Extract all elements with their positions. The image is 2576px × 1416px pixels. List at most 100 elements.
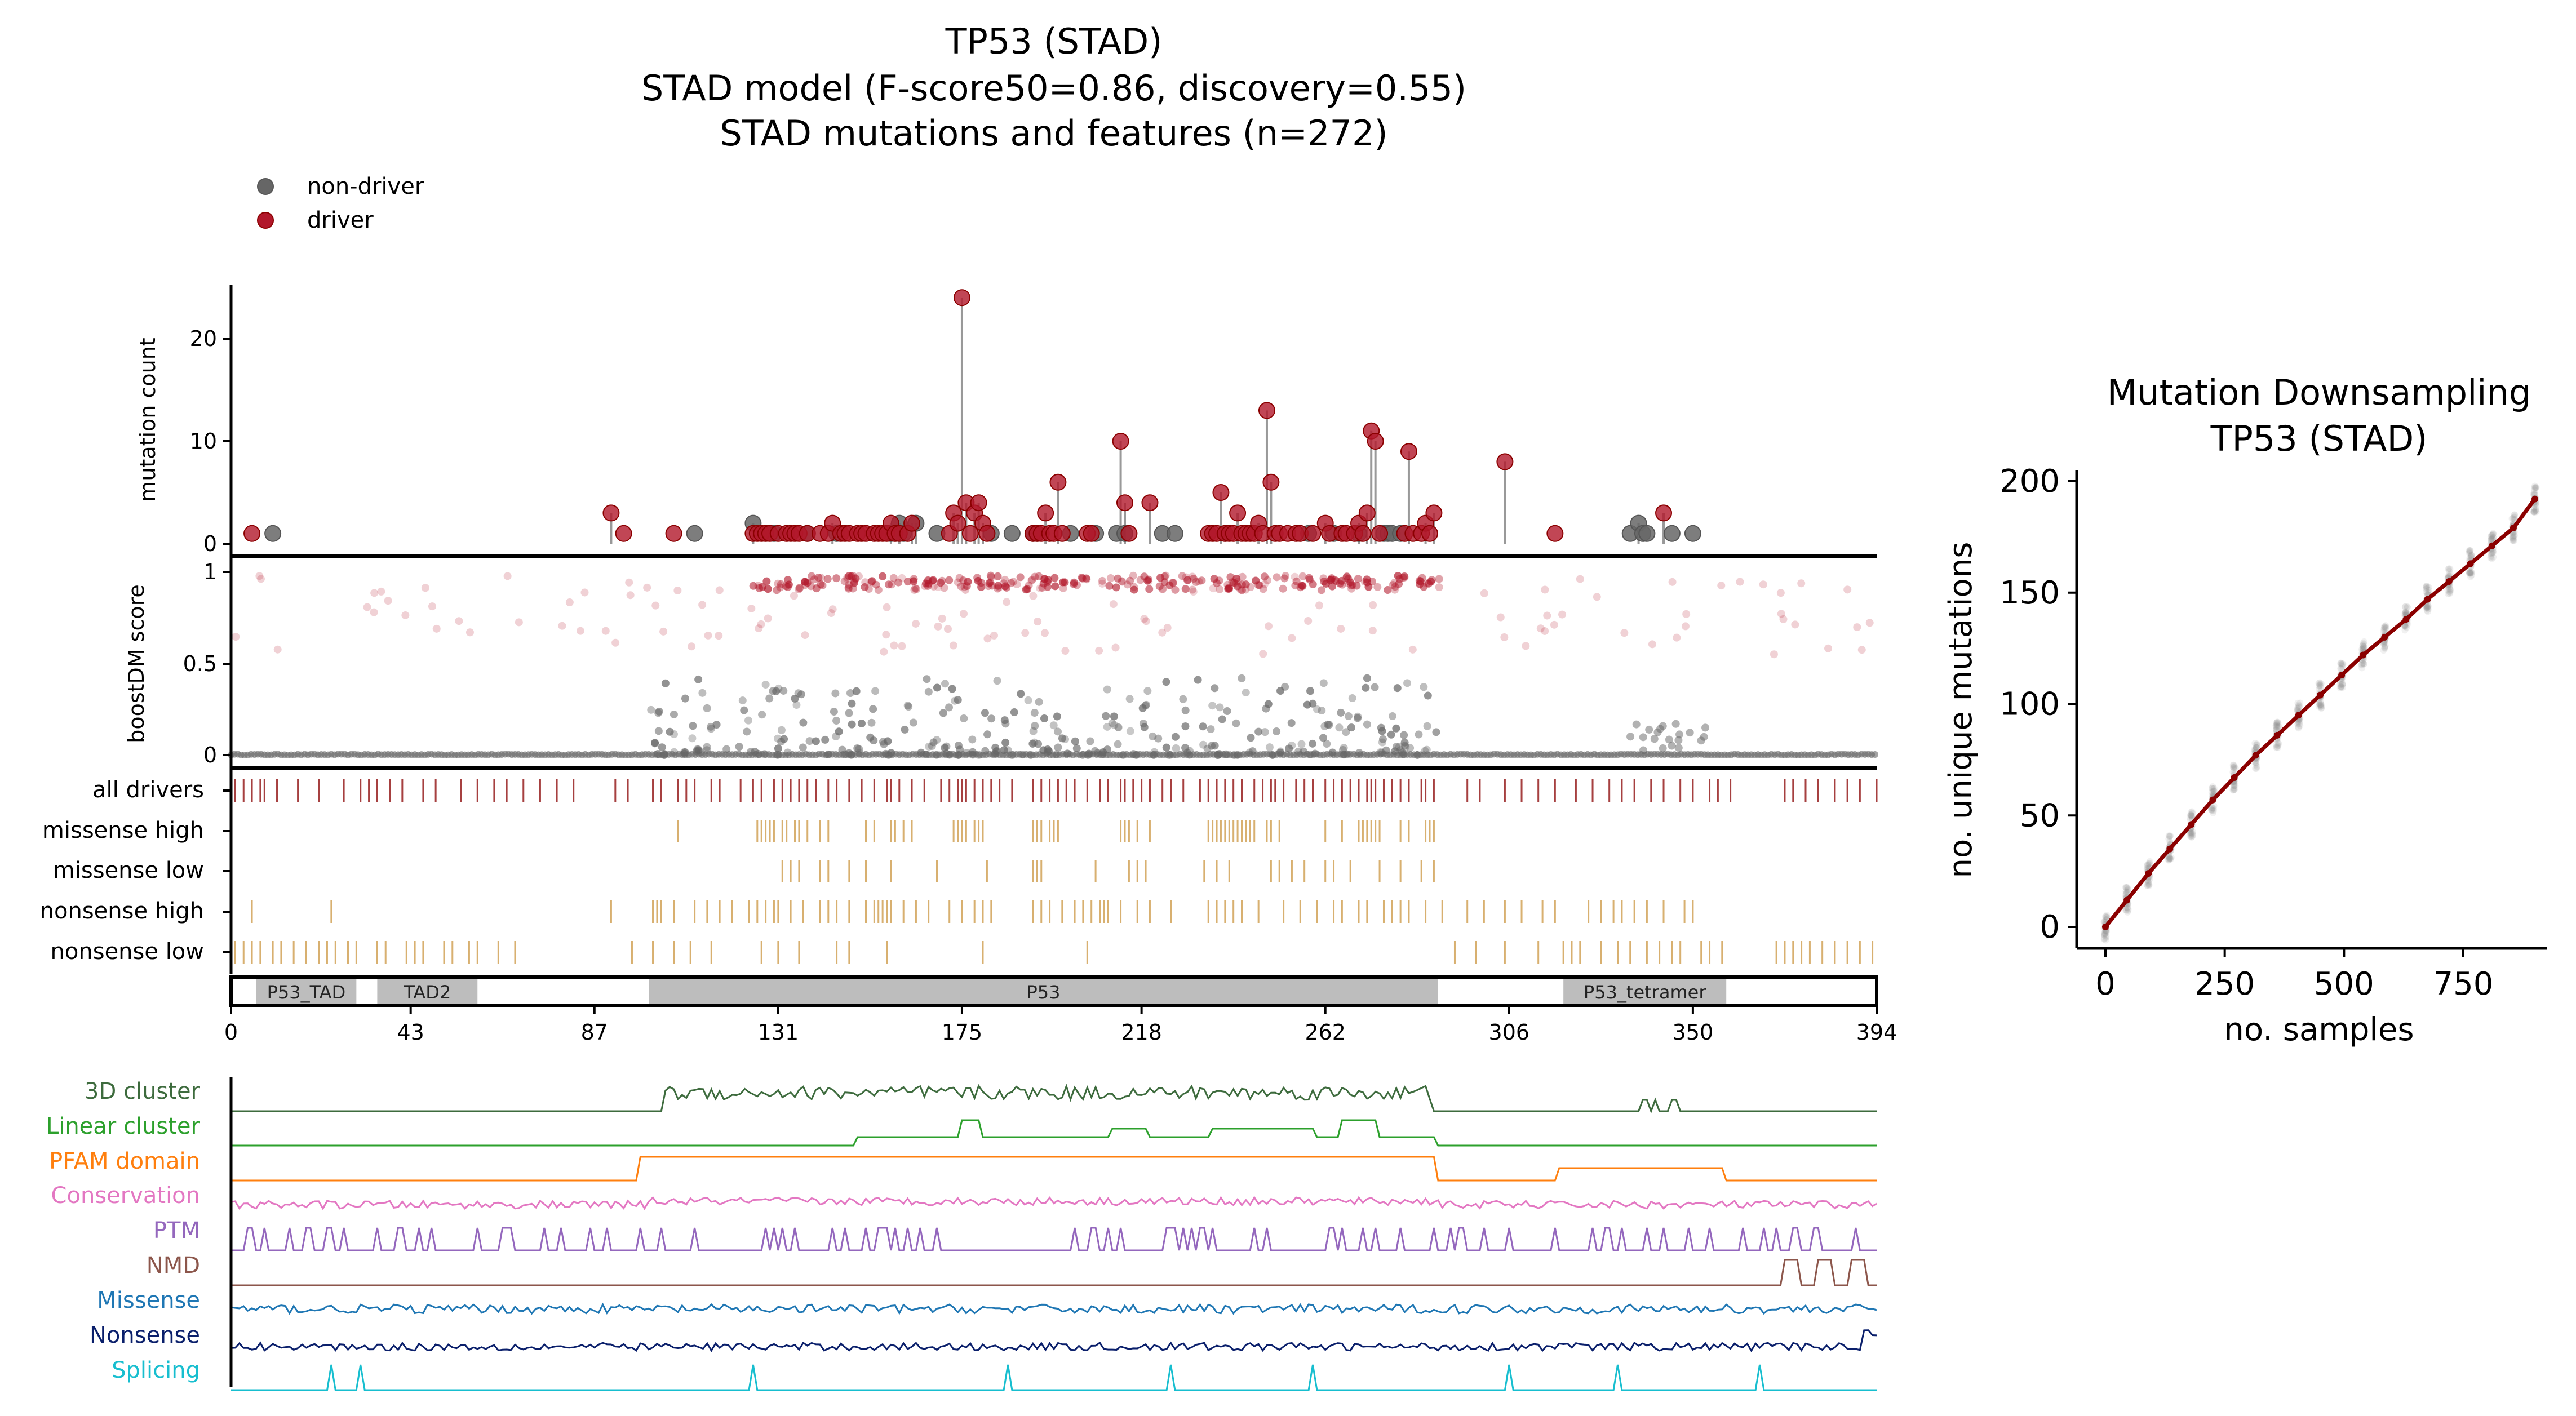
boostdm-point-high <box>377 587 385 596</box>
boostdm-point-high <box>1027 576 1036 585</box>
needle-yticks: 0 10 20 <box>190 326 231 556</box>
downsampling-sample-point <box>2315 699 2322 707</box>
downsampling-sample-point <box>2467 570 2474 577</box>
downsampling-sample-point <box>2532 507 2539 514</box>
boostdm-point-low <box>681 748 689 756</box>
downsampling-sample-point <box>2509 536 2516 544</box>
boostdm-point-high <box>796 584 804 592</box>
boostdm-point-low <box>1103 722 1111 731</box>
boostdm-point-high <box>651 601 660 610</box>
boostdm-point-high <box>983 634 992 643</box>
boostdm-point-high <box>762 577 771 585</box>
boostdm-point-high <box>1346 578 1355 587</box>
boostdm-point-high <box>503 572 512 580</box>
boostdm-point-high <box>1717 582 1726 590</box>
downsampling-sample-point <box>2146 858 2153 865</box>
downsampling-sample-point <box>2165 832 2172 840</box>
boostdm-point-low <box>1323 740 1331 748</box>
boostdm-point-low <box>1114 740 1122 748</box>
boostdm-point-low <box>1328 748 1337 757</box>
downsampling-mean-points <box>2102 495 2538 930</box>
downsampling-sample-point <box>2125 907 2132 914</box>
downsampling-sample-point <box>2489 549 2496 556</box>
downsampling-sample-point <box>2317 703 2325 710</box>
downsampling-sample-point <box>2446 570 2454 578</box>
downsampling-sample-point <box>2209 784 2216 792</box>
feature-tracks: 3D cluster Linear cluster PFAM domain Co… <box>46 1077 1877 1391</box>
boostdm-point-low <box>1027 751 1035 759</box>
boostdm-point-low <box>1686 729 1694 737</box>
downsampling-ytick-label: 150 <box>1999 575 2060 611</box>
boostdm-point-high <box>1025 582 1033 590</box>
downsampling-sample-point <box>2123 889 2130 896</box>
boostdm-point-low <box>905 703 913 711</box>
downsampling-sample-point <box>2187 811 2194 819</box>
boostdm-point-high <box>922 579 930 588</box>
feature-labels: 3D cluster Linear cluster PFAM domain Co… <box>46 1078 201 1383</box>
boostdm-point-high <box>1317 586 1325 594</box>
boostdm-point-low <box>1053 712 1061 721</box>
downsampling-sample-point <box>2253 760 2260 767</box>
boostdm-point-high <box>847 572 855 580</box>
downsampling-sample-point <box>2273 718 2281 726</box>
boostdm-point-high <box>961 585 970 594</box>
boostdm-point-high <box>879 572 887 580</box>
downsampling-sample-point <box>2145 882 2153 890</box>
downsampling-sample-point <box>2189 828 2196 836</box>
boostdm-point-low <box>1324 720 1332 729</box>
downsampling-sample-point <box>2188 812 2196 819</box>
boostdm-point-low <box>1185 751 1194 759</box>
boostdm-point-high <box>1541 627 1549 635</box>
downsampling-sample-point <box>2360 660 2367 668</box>
needle-head-driver <box>970 494 987 512</box>
downsampling-sample-point <box>2423 585 2431 592</box>
boostdm-point-high <box>912 619 920 628</box>
legend: non-driver driver <box>257 174 424 233</box>
downsampling-sample-point <box>2360 641 2367 648</box>
downsampling-sample-point <box>2337 660 2344 667</box>
downsampling-sample-point <box>2402 609 2409 616</box>
boostdm-point-high <box>1400 572 1409 580</box>
boostdm-point-high <box>1118 577 1126 585</box>
downsampling-sample-point <box>2467 569 2475 576</box>
boostdm-point-high <box>1496 613 1505 622</box>
downsampling-sample-point <box>2251 740 2259 747</box>
boostdm-point-high <box>1550 620 1558 629</box>
boostdm-point-low <box>1247 734 1255 742</box>
boostdm-point-high <box>1668 578 1677 586</box>
boostdm-point-high <box>1158 628 1167 637</box>
downsampling-sample-point <box>2209 783 2216 791</box>
downsampling-sample-point <box>2445 565 2453 572</box>
downsampling-xtick-label: 250 <box>2194 966 2255 1002</box>
boostdm-point-low <box>1311 749 1319 758</box>
boostdm-point-high <box>1156 574 1165 582</box>
downsampling-sample-point <box>2404 603 2411 611</box>
downsampling-sample-point <box>2295 723 2302 731</box>
needle-ytick-label-0: 0 <box>203 531 217 556</box>
needle-head-driver <box>243 525 261 542</box>
boostdm-point-low <box>1392 743 1400 751</box>
downsampling-sample-point <box>2252 745 2259 753</box>
downsampling-sample-point <box>2447 586 2454 593</box>
boostdm-point-low <box>1172 744 1180 753</box>
boostdm-point-high <box>868 577 876 585</box>
downsampling-sample-point <box>2230 761 2237 769</box>
boostdm-point-high <box>1342 574 1350 582</box>
boostdm-point-high <box>1418 574 1426 582</box>
downsampling-mean-point <box>2531 495 2538 503</box>
downsampling-mean-point <box>2381 633 2388 641</box>
boostdm-point-high <box>880 647 888 656</box>
boostdm-point-high <box>1354 575 1362 583</box>
boostdm-point-low <box>773 751 782 759</box>
boostdm-point-high <box>1259 650 1267 658</box>
downsampling-sample-point <box>2423 583 2431 590</box>
boostdm-point-high <box>1342 572 1351 581</box>
downsampling-sample-point <box>2380 623 2388 630</box>
boostdm-point-low <box>831 689 840 698</box>
boostdm-point-low <box>1108 719 1116 727</box>
boostdm-point-low <box>968 735 977 744</box>
downsampling-sample-point <box>2511 511 2518 518</box>
domain-label: P53 <box>1026 982 1060 1003</box>
domain-rect <box>1563 978 1727 1005</box>
boostdm-point-low <box>983 730 992 739</box>
